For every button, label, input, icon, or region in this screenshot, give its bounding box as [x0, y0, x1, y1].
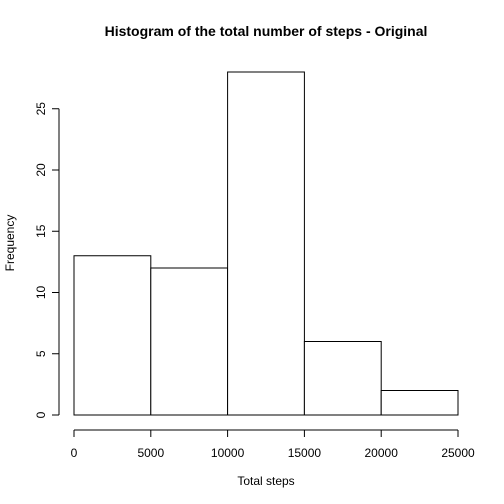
- x-tick-label-0: 0: [71, 446, 78, 460]
- histogram-bar-0: [73, 255, 152, 416]
- histogram-bar-1: [150, 267, 229, 416]
- histogram-bar-3: [303, 341, 382, 416]
- y-axis-label: Frequency: [3, 215, 17, 272]
- y-tick-label-3: 15: [34, 224, 48, 238]
- x-tick-label-3: 15000: [288, 446, 322, 460]
- y-tick-label-2: 10: [34, 286, 48, 300]
- y-tick-label-0: 0: [34, 411, 48, 418]
- x-axis-label: Total steps: [237, 474, 294, 488]
- y-tick-label-5: 25: [34, 102, 48, 116]
- y-tick-label-4: 20: [34, 163, 48, 177]
- chart-title: Histogram of the total number of steps -…: [105, 23, 428, 39]
- y-axis: 0 5 10 15 20 25: [34, 102, 60, 418]
- x-axis: 0 5000 10000 15000 20000 25000: [71, 429, 475, 460]
- x-tick-label-2: 10000: [211, 446, 245, 460]
- x-tick-label-1: 5000: [137, 446, 164, 460]
- y-tick-label-1: 5: [34, 350, 48, 357]
- bars-group: [73, 71, 459, 416]
- histogram-bar-2: [227, 71, 305, 416]
- x-tick-label-5: 25000: [441, 446, 475, 460]
- x-tick-label-4: 20000: [365, 446, 399, 460]
- histogram-bar-4: [380, 390, 459, 416]
